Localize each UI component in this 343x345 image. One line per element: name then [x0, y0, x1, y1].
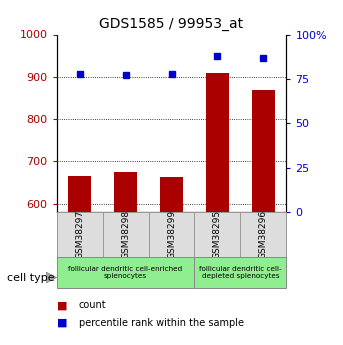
- Text: GSM38297: GSM38297: [75, 210, 84, 259]
- FancyBboxPatch shape: [103, 212, 149, 257]
- Bar: [114, 172, 137, 212]
- FancyBboxPatch shape: [194, 212, 240, 257]
- Text: ■: ■: [57, 300, 67, 310]
- Text: percentile rank within the sample: percentile rank within the sample: [79, 318, 244, 327]
- Text: GSM38298: GSM38298: [121, 210, 130, 259]
- Text: follicular dendritic cell-enriched
splenocytes: follicular dendritic cell-enriched splen…: [68, 266, 183, 279]
- FancyBboxPatch shape: [240, 212, 286, 257]
- Text: follicular dendritic cell-
depleted splenocytes: follicular dendritic cell- depleted sple…: [199, 266, 282, 279]
- Text: cell type: cell type: [7, 273, 55, 283]
- Text: GSM38296: GSM38296: [259, 210, 268, 259]
- Bar: [252, 90, 275, 212]
- Text: GSM38299: GSM38299: [167, 210, 176, 259]
- Polygon shape: [46, 272, 57, 283]
- FancyBboxPatch shape: [57, 212, 103, 257]
- Bar: [160, 177, 183, 212]
- Bar: [68, 176, 91, 212]
- Bar: [206, 72, 229, 212]
- Text: ■: ■: [57, 318, 67, 327]
- Title: GDS1585 / 99953_at: GDS1585 / 99953_at: [99, 17, 244, 31]
- Text: GSM38295: GSM38295: [213, 210, 222, 259]
- Text: count: count: [79, 300, 107, 310]
- FancyBboxPatch shape: [149, 212, 194, 257]
- FancyBboxPatch shape: [57, 257, 194, 288]
- FancyBboxPatch shape: [194, 257, 286, 288]
